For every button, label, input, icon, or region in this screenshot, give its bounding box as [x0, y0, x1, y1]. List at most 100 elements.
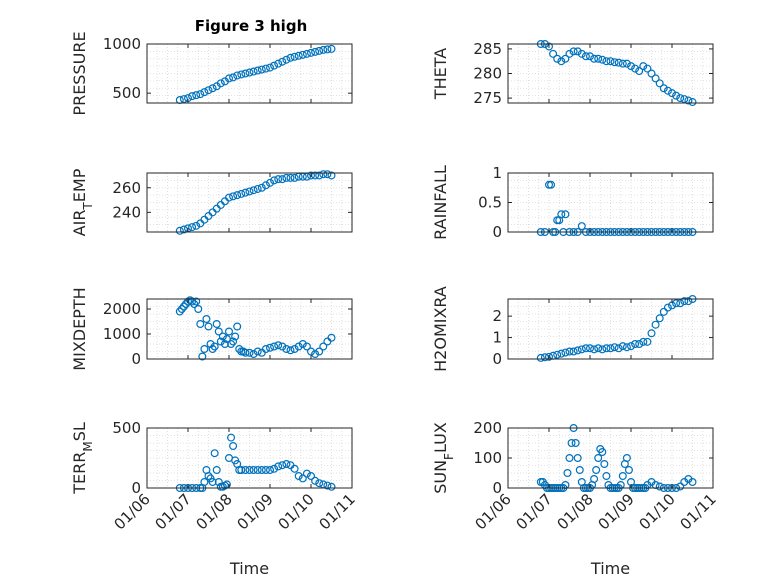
- y-axis-label-main: TERR: [70, 452, 89, 495]
- data-point: [212, 204, 221, 213]
- data-point: [302, 49, 311, 58]
- data-point: [581, 52, 590, 61]
- data-point: [229, 442, 238, 451]
- data-point: [614, 344, 623, 353]
- y-tick-label: 240: [112, 203, 141, 221]
- data-point: [282, 55, 291, 64]
- data-point: [261, 181, 270, 190]
- subplot-mixdepth: 0 1000 2000 MIXDEPTH: [70, 287, 353, 371]
- data-point: [684, 297, 693, 306]
- data-point: [594, 54, 603, 63]
- y-tick-label: 0: [492, 479, 502, 497]
- y-axis-label-tail: EMP: [70, 168, 89, 202]
- data-point: [315, 171, 324, 180]
- subplot-rainfall: 0 0.5 1 RAINFALL: [431, 164, 714, 241]
- data-point: [606, 57, 615, 66]
- data-point: [290, 52, 299, 61]
- subplot-sun-flux: 0100200SUNFLUX01/0601/0701/0801/0901/100…: [431, 419, 720, 578]
- x-tick-label: 01/07: [152, 490, 195, 533]
- data-point: [241, 348, 250, 357]
- y-axis-label: RAINFALL: [431, 165, 450, 240]
- data-point: [590, 345, 599, 354]
- data-point: [655, 482, 664, 491]
- data-point: [261, 345, 270, 354]
- data-point: [626, 342, 635, 351]
- data-point: [210, 342, 219, 351]
- data-point: [214, 327, 223, 336]
- y-tick-label: 280: [473, 65, 502, 83]
- data-point: [573, 454, 582, 463]
- y-axis-label-main: AIR: [70, 210, 89, 237]
- data-point: [298, 340, 307, 349]
- data-point: [266, 178, 275, 187]
- data-point: [610, 343, 619, 352]
- data-point: [188, 297, 197, 306]
- data-point: [282, 173, 291, 182]
- data-point: [327, 333, 336, 342]
- data-point: [688, 98, 697, 107]
- data-point: [577, 345, 586, 354]
- y-tick-label: 1: [492, 164, 502, 182]
- data-point: [225, 193, 234, 202]
- data-point: [200, 478, 209, 487]
- data-point: [229, 337, 238, 346]
- data-point: [651, 320, 660, 329]
- y-tick-label: 500: [112, 84, 141, 102]
- data-point: [553, 350, 562, 359]
- data-point: [220, 197, 229, 206]
- data-point: [618, 59, 627, 68]
- data-point: [590, 475, 599, 484]
- x-tick-label: 01/08: [554, 490, 597, 533]
- data-point: [307, 347, 316, 356]
- data-point: [561, 348, 570, 357]
- data-point: [257, 466, 266, 475]
- data-point: [676, 94, 685, 103]
- y-axis-label-sub: F: [442, 453, 456, 460]
- subplot-air-temp: 240 260 AIRTEMP: [70, 168, 353, 237]
- data-point: [192, 91, 201, 100]
- data-point: [212, 320, 221, 329]
- grid-air-temp: [146, 172, 353, 233]
- data-point: [618, 472, 627, 481]
- data-point: [270, 176, 279, 185]
- subplot-h2omixra: 0 1 2 H2OMIXRA: [431, 286, 714, 372]
- data-point: [202, 315, 211, 324]
- data-point: [663, 86, 672, 95]
- data-point: [235, 345, 244, 354]
- y-axis-label-tail: LUX: [431, 422, 450, 453]
- data-point: [266, 63, 275, 72]
- data-point: [610, 58, 619, 67]
- data-point: [667, 89, 676, 98]
- data-point: [598, 55, 607, 64]
- y-tick-label: 0: [492, 350, 502, 368]
- data-point: [547, 180, 556, 189]
- data-point: [311, 47, 320, 56]
- data-point: [245, 68, 254, 77]
- y-axis-label: MIXDEPTH: [70, 287, 89, 370]
- data-point: [179, 302, 188, 311]
- data-point: [298, 50, 307, 59]
- data-point: [175, 226, 184, 235]
- data-point: [245, 187, 254, 196]
- y-axis-label: TERRMSL: [70, 422, 95, 495]
- data-point: [278, 342, 287, 351]
- data-point: [602, 57, 611, 66]
- data-point: [204, 322, 213, 331]
- y-axis-label-main: SUN: [431, 460, 450, 494]
- data-point: [220, 340, 229, 349]
- data-point: [565, 49, 574, 58]
- data-point: [266, 343, 275, 352]
- data-point: [270, 342, 279, 351]
- data-point: [643, 337, 652, 346]
- y-tick-label: 0: [131, 350, 141, 368]
- data-point: [639, 62, 648, 71]
- y-tick-label: 500: [112, 419, 141, 437]
- data-point: [631, 64, 640, 73]
- data-point: [196, 320, 205, 329]
- data-point: [557, 210, 566, 219]
- data-point: [327, 482, 336, 491]
- data-point: [253, 466, 262, 475]
- data-point: [598, 448, 607, 457]
- data-point: [294, 51, 303, 60]
